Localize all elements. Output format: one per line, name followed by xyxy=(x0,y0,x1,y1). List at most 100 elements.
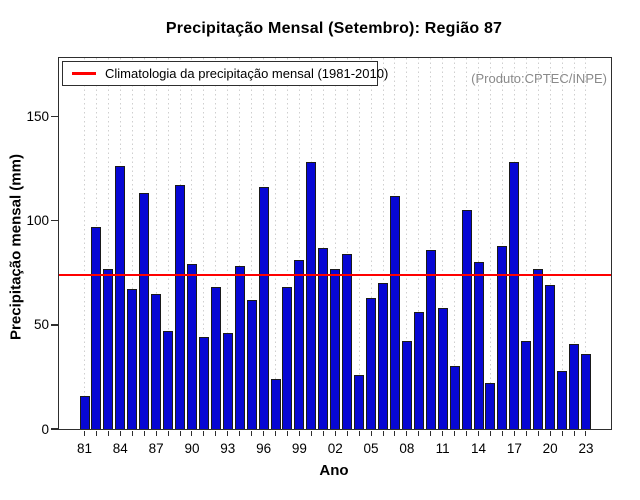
x-tick xyxy=(131,430,133,436)
bar-1981 xyxy=(79,395,90,429)
bar-2014 xyxy=(473,262,484,429)
year-gridline xyxy=(525,58,527,429)
x-tick xyxy=(549,430,551,436)
bar-1999 xyxy=(294,260,305,429)
x-tick xyxy=(191,430,193,436)
legend-line-swatch xyxy=(72,72,96,75)
bar-2020 xyxy=(545,285,556,429)
x-tick-label: 20 xyxy=(542,441,558,456)
bar-1985 xyxy=(127,289,138,429)
x-tick xyxy=(334,430,336,436)
year-gridline xyxy=(585,58,587,429)
bar-2015 xyxy=(485,383,496,429)
x-tick xyxy=(561,430,563,436)
bar-2018 xyxy=(521,341,532,429)
x-tick xyxy=(275,430,277,436)
bar-2012 xyxy=(449,366,460,429)
x-tick-label: 99 xyxy=(291,441,307,456)
climatology-line xyxy=(59,273,611,276)
year-gridline xyxy=(382,58,384,429)
chart-title: Precipitação Mensal (Setembro): Região 8… xyxy=(165,20,503,37)
year-gridline xyxy=(406,58,408,429)
watermark-text: (Produto:CPTEC/INPE) xyxy=(471,71,607,86)
bar-1996 xyxy=(258,187,269,429)
legend-box: Climatologia da precipitação mensal (198… xyxy=(62,61,388,86)
year-gridline xyxy=(478,58,480,429)
bar-2011 xyxy=(437,308,448,429)
bar-1998 xyxy=(282,287,293,429)
y-tick xyxy=(51,219,58,222)
bar-2004 xyxy=(354,374,365,429)
x-tick xyxy=(203,430,205,436)
legend-label: Climatologia da precipitação mensal (198… xyxy=(105,66,389,81)
x-tick xyxy=(478,430,480,436)
year-gridline xyxy=(489,58,491,429)
bar-2001 xyxy=(318,247,329,429)
x-tick-label: 14 xyxy=(471,441,487,456)
x-tick xyxy=(489,430,491,436)
bar-2022 xyxy=(569,343,580,429)
year-gridline xyxy=(442,58,444,429)
bar-2021 xyxy=(557,370,568,429)
x-tick-label: 93 xyxy=(220,441,236,456)
year-gridline xyxy=(501,58,503,429)
y-tick xyxy=(51,115,58,118)
x-tick-label: 84 xyxy=(112,441,128,456)
year-gridline xyxy=(215,58,217,429)
x-tick xyxy=(585,430,587,436)
year-gridline xyxy=(573,58,575,429)
x-tick xyxy=(286,430,288,436)
bar-1989 xyxy=(175,185,186,429)
year-gridline xyxy=(155,58,157,429)
bar-1993 xyxy=(222,333,233,429)
bar-1994 xyxy=(234,266,245,429)
x-tick xyxy=(513,430,515,436)
x-tick xyxy=(167,430,169,436)
year-gridline xyxy=(430,58,432,429)
x-tick-label: 90 xyxy=(184,441,200,456)
year-gridline xyxy=(227,58,229,429)
year-gridline xyxy=(549,58,551,429)
x-tick xyxy=(346,430,348,436)
x-tick xyxy=(525,430,527,436)
x-tick xyxy=(406,430,408,436)
year-gridline xyxy=(322,58,324,429)
x-tick xyxy=(537,430,539,436)
x-tick-label: 11 xyxy=(435,441,450,456)
x-tick xyxy=(298,430,300,436)
bar-2008 xyxy=(401,341,412,429)
year-gridline xyxy=(191,58,193,429)
x-tick xyxy=(239,430,241,436)
bar-2007 xyxy=(389,195,400,429)
bar-1992 xyxy=(210,287,221,429)
year-gridline xyxy=(203,58,205,429)
bar-1991 xyxy=(198,337,209,429)
x-tick xyxy=(501,430,503,436)
x-tick xyxy=(573,430,575,436)
x-tick-label: 23 xyxy=(578,441,594,456)
x-tick xyxy=(322,430,324,436)
x-tick xyxy=(107,430,109,436)
year-gridline xyxy=(251,58,253,429)
x-tick xyxy=(454,430,456,436)
year-gridline xyxy=(454,58,456,429)
x-tick xyxy=(466,430,468,436)
year-gridline xyxy=(334,58,336,429)
year-gridline xyxy=(537,58,539,429)
year-gridline xyxy=(275,58,277,429)
bar-2023 xyxy=(580,353,591,429)
x-tick xyxy=(143,430,145,436)
year-gridline xyxy=(298,58,300,429)
bar-1997 xyxy=(270,378,281,429)
bar-2002 xyxy=(330,268,341,429)
year-gridline xyxy=(358,58,360,429)
x-tick xyxy=(215,430,217,436)
bar-1987 xyxy=(151,293,162,429)
bar-1982 xyxy=(91,226,102,429)
x-tick xyxy=(179,430,181,436)
bar-2013 xyxy=(461,210,472,429)
year-gridline xyxy=(84,58,85,429)
bar-2010 xyxy=(425,249,436,429)
x-tick xyxy=(382,430,384,436)
